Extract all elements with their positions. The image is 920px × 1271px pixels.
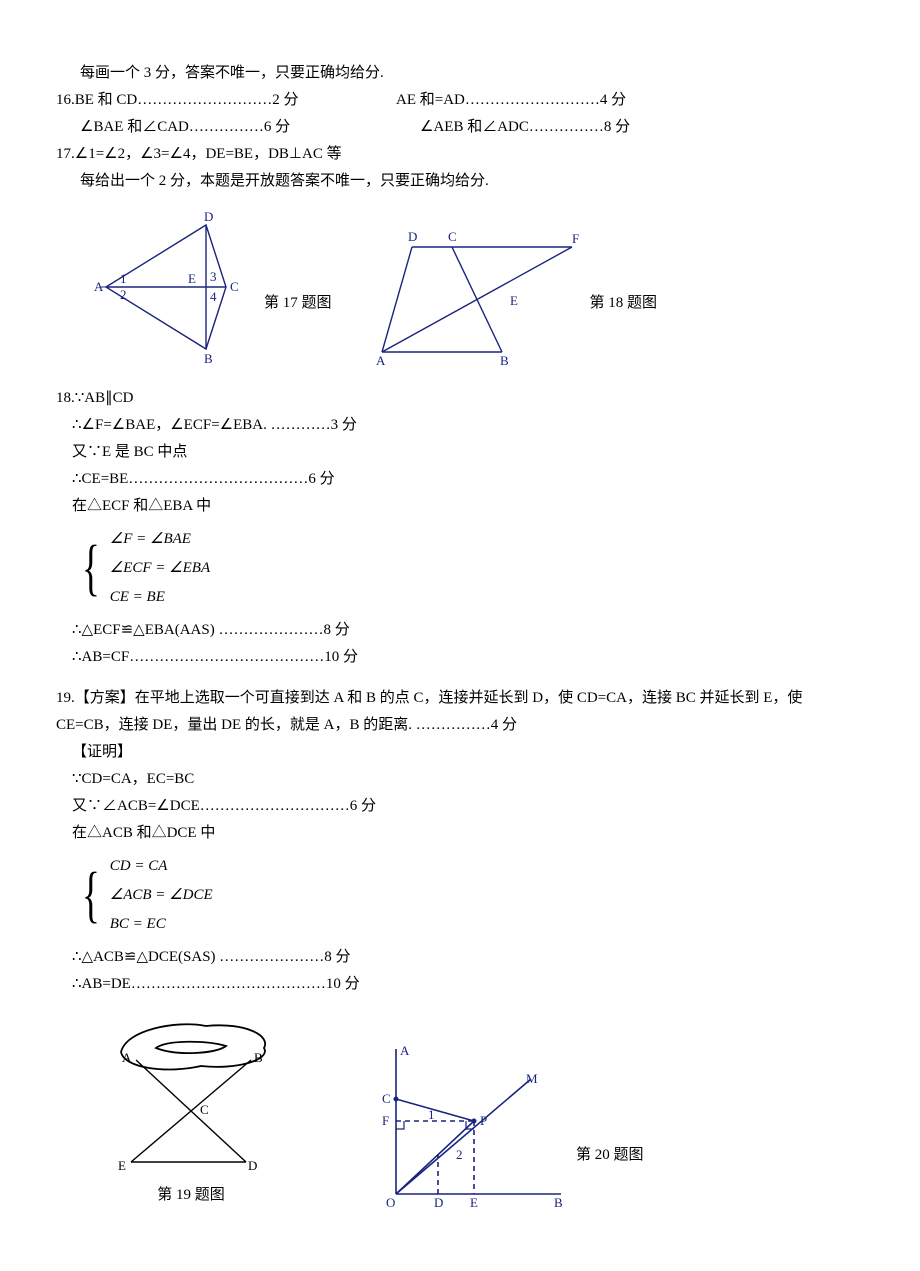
figure-17: D B A C E 1 2 3 4 第 17 题图 [86, 207, 332, 367]
svg-text:O: O [386, 1195, 395, 1209]
svg-text:D: D [204, 209, 213, 224]
svg-text:1: 1 [428, 1107, 435, 1122]
p18-2: ∴∠F=∠BAE，∠ECF=∠EBA. …………3 分 [56, 412, 864, 439]
svg-text:P: P [480, 1113, 487, 1128]
svg-text:C: C [448, 229, 457, 244]
svg-text:3: 3 [210, 269, 217, 284]
caption-18: 第 18 题图 [590, 290, 658, 367]
brace-18: { ∠F = ∠BAE ∠ECF = ∠EBA CE = BE [76, 526, 864, 611]
line-16d: ∠AEB 和∠ADC……………8 分 [420, 114, 864, 141]
b18-2: ∠ECF = ∠EBA [110, 555, 210, 582]
brace-19: { CD = CA ∠ACB = ∠DCE BC = EC [76, 853, 864, 938]
svg-text:E: E [188, 271, 196, 286]
b19-1: CD = CA [110, 853, 213, 880]
svg-text:B: B [204, 351, 213, 366]
svg-text:E: E [510, 293, 518, 308]
line-17a: 17.∠1=∠2，∠3=∠4，DE=BE，DB⊥AC 等 [56, 141, 864, 168]
svg-text:B: B [500, 353, 509, 367]
line-16c: ∠BAE 和∠CAD……………6 分 [56, 114, 420, 141]
caption-19: 第 19 题图 [157, 1182, 225, 1209]
svg-text:M: M [526, 1071, 538, 1086]
figures-row-2: A B C E D 第 19 题图 [96, 1012, 864, 1209]
svg-text:C: C [382, 1091, 391, 1106]
svg-text:A: A [376, 353, 386, 367]
diagram-18: D C F A B E [372, 227, 582, 367]
svg-text:C: C [200, 1102, 209, 1117]
b19-3: BC = EC [110, 911, 213, 938]
p19-2: CE=CB，连接 DE，量出 DE 的长，就是 A，B 的距离. ……………4 … [56, 712, 864, 739]
p19-8: ∴AB=DE…………………………………10 分 [56, 971, 864, 998]
line-16a: 16.BE 和 CD………………………2 分 [56, 87, 396, 114]
p19-4: ∵CD=CA，EC=BC [56, 766, 864, 793]
svg-text:E: E [470, 1195, 478, 1209]
p19-5: 又∵∠ACB=∠DCE…………………………6 分 [56, 793, 864, 820]
svg-text:B: B [254, 1050, 263, 1065]
svg-text:4: 4 [210, 289, 217, 304]
p18-3: 又∵E 是 BC 中点 [56, 439, 864, 466]
svg-text:2: 2 [456, 1147, 463, 1162]
p18-6: ∴△ECF≌△EBA(AAS) …………………8 分 [56, 617, 864, 644]
line-16b: AE 和=AD………………………4 分 [396, 87, 864, 114]
caption-20: 第 20 题图 [576, 1142, 644, 1209]
svg-text:A: A [400, 1043, 410, 1058]
figures-row-1: D B A C E 1 2 3 4 第 17 题图 D [86, 207, 864, 367]
diagram-19: A B C E D [96, 1012, 286, 1182]
svg-text:A: A [122, 1050, 132, 1065]
svg-text:D: D [248, 1158, 257, 1173]
diagram-20: A C F 1 P M 2 O D E B [366, 1039, 566, 1209]
p19-6: 在△ACB 和△DCE 中 [56, 820, 864, 847]
p19-7: ∴△ACB≌△DCE(SAS) …………………8 分 [56, 944, 864, 971]
figure-20: A C F 1 P M 2 O D E B 第 20 题图 [366, 1039, 644, 1209]
caption-17: 第 17 题图 [264, 290, 332, 367]
line-intro: 每画一个 3 分，答案不唯一，只要正确均给分. [56, 60, 864, 87]
svg-text:F: F [572, 231, 579, 246]
diagram-17: D B A C E 1 2 3 4 [86, 207, 256, 367]
svg-text:2: 2 [120, 287, 127, 302]
p19-3: 【证明】 [56, 739, 864, 766]
svg-text:D: D [434, 1195, 443, 1209]
b19-2: ∠ACB = ∠DCE [110, 882, 213, 909]
p19-1: 19.【方案】在平地上选取一个可直接到达 A 和 B 的点 C，连接并延长到 D… [56, 685, 864, 712]
p18-7: ∴AB=CF…………………………………10 分 [56, 644, 864, 671]
figure-19: A B C E D 第 19 题图 [96, 1012, 286, 1209]
svg-text:B: B [554, 1195, 563, 1209]
svg-text:1: 1 [120, 271, 127, 286]
p18-1: 18.∵AB∥CD [56, 385, 864, 412]
svg-text:D: D [408, 229, 417, 244]
svg-text:E: E [118, 1158, 126, 1173]
figure-18: D C F A B E 第 18 题图 [372, 227, 658, 367]
p18-5: 在△ECF 和△EBA 中 [56, 493, 864, 520]
line-17b: 每给出一个 2 分，本题是开放题答案不唯一，只要正确均给分. [56, 168, 864, 195]
b18-1: ∠F = ∠BAE [110, 526, 210, 553]
svg-text:C: C [230, 279, 239, 294]
b18-3: CE = BE [110, 584, 210, 611]
svg-text:F: F [382, 1113, 389, 1128]
p18-4: ∴CE=BE………………………………6 分 [56, 466, 864, 493]
